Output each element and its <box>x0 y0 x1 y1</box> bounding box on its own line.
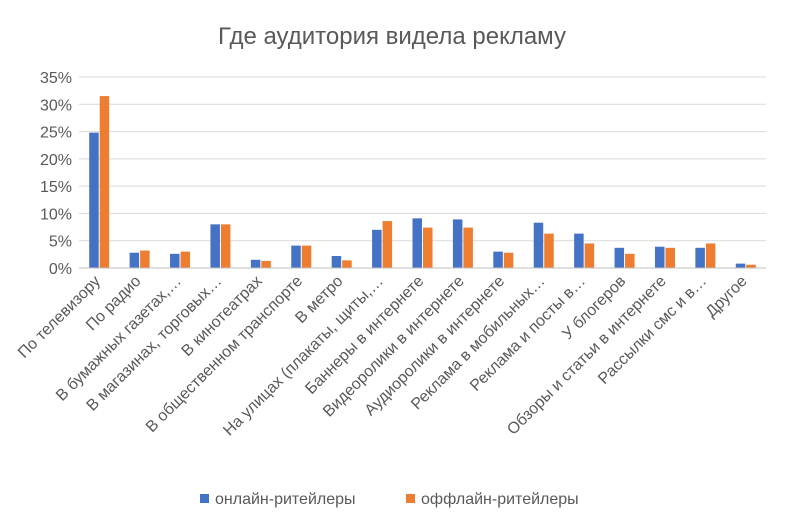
bar-online-0 <box>89 132 99 268</box>
bar-offline-14 <box>665 247 675 268</box>
y-tick-label: 10% <box>40 206 72 223</box>
bar-online-8 <box>412 218 422 268</box>
bar-offline-3 <box>220 224 231 268</box>
bar-online-4 <box>250 259 261 268</box>
bar-online-7 <box>372 229 382 268</box>
bar-online-12 <box>574 233 584 268</box>
y-tick-label: 35% <box>40 70 72 87</box>
bar-offline-11 <box>544 233 554 268</box>
bar-offline-2 <box>180 251 191 268</box>
bar-online-2 <box>170 253 180 268</box>
bar-offline-8 <box>423 227 433 268</box>
bar-online-1 <box>129 252 140 268</box>
legend-label: онлайн-ритейлеры <box>215 491 356 508</box>
bar-online-11 <box>533 222 544 268</box>
y-tick-label: 20% <box>40 152 72 169</box>
legend-label: оффлайн-ритейлеры <box>421 491 579 508</box>
chart-title: Где аудитория видела рекламу <box>218 23 566 50</box>
bars <box>89 96 756 268</box>
y-tick-label: 0% <box>49 261 72 278</box>
bar-online-10 <box>493 251 503 268</box>
bar-online-3 <box>210 224 220 268</box>
bar-online-13 <box>614 247 625 268</box>
bar-offline-0 <box>99 96 110 268</box>
bar-offline-12 <box>584 243 595 268</box>
bar-offline-5 <box>301 245 312 268</box>
y-tick-label: 15% <box>40 179 72 196</box>
bar-online-6 <box>331 255 342 268</box>
bar-online-14 <box>654 246 665 268</box>
y-tick-label: 30% <box>40 97 72 114</box>
bar-online-16 <box>735 263 746 268</box>
bar-offline-7 <box>382 221 393 268</box>
legend-swatch <box>200 494 209 503</box>
bar-offline-1 <box>140 250 150 268</box>
y-tick-label: 5% <box>49 234 72 251</box>
legend: онлайн-ритейлеры оффлайн-ритейлеры <box>200 491 579 508</box>
bar-online-9 <box>452 219 463 268</box>
gridlines <box>79 76 766 242</box>
bar-offline-4 <box>261 260 271 268</box>
bar-offline-6 <box>342 260 352 268</box>
bar-offline-15 <box>705 243 716 268</box>
bar-online-5 <box>291 245 301 268</box>
bar-offline-16 <box>746 264 756 268</box>
y-axis-tick-labels: 0% 5% 10% 15% 20% 25% 30% 35% <box>40 70 72 278</box>
y-tick-label: 25% <box>40 125 72 142</box>
bar-offline-13 <box>625 253 635 268</box>
x-tick-label: Другое <box>703 273 751 321</box>
bar-offline-9 <box>463 227 473 268</box>
bar-online-15 <box>695 247 705 268</box>
legend-swatch <box>406 494 415 503</box>
bar-offline-10 <box>503 252 514 268</box>
